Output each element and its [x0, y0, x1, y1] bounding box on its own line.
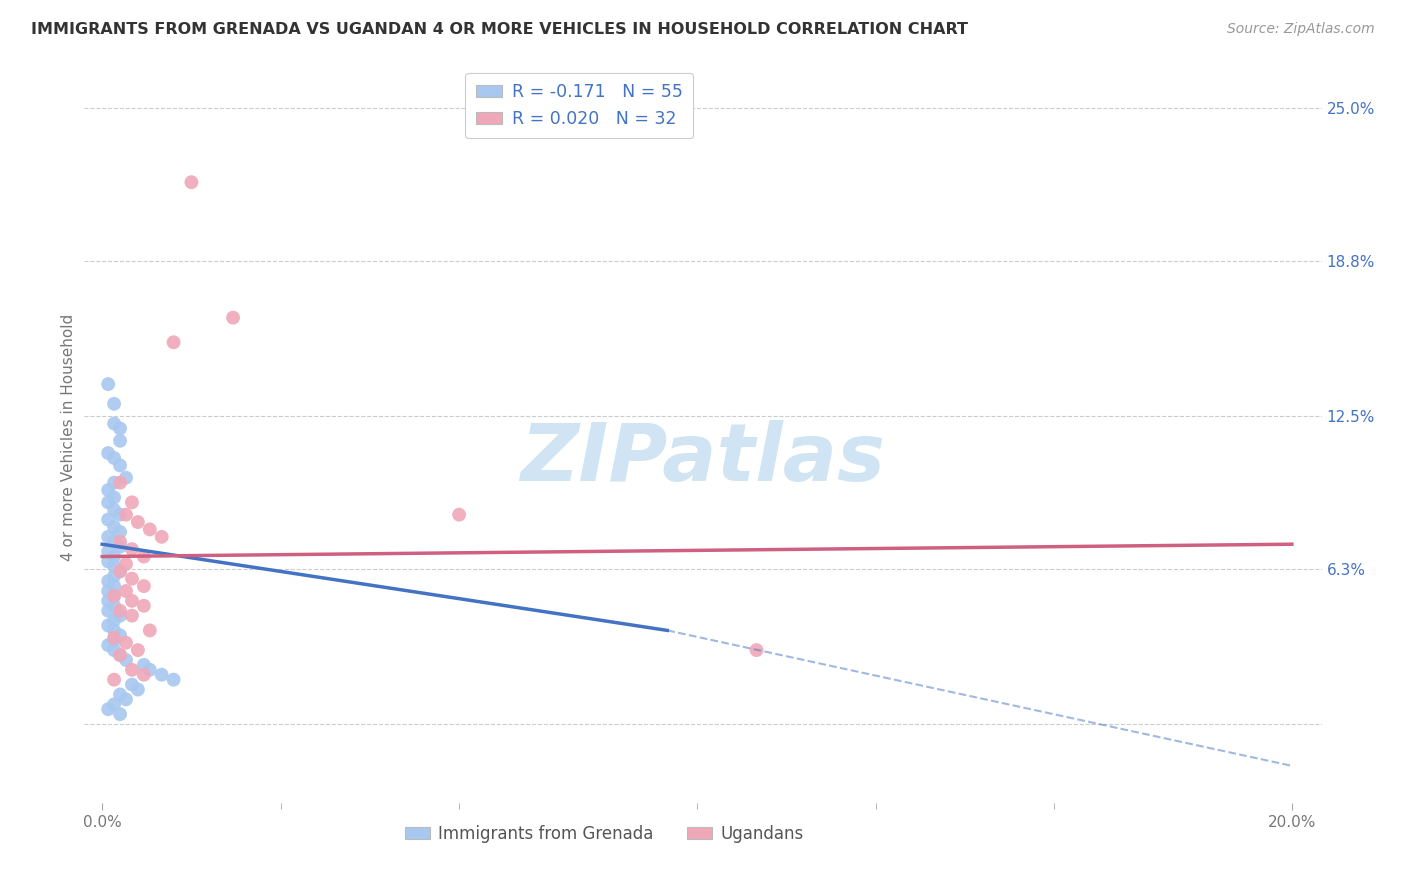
Point — [108, 508, 131, 522]
Point — [121, 608, 143, 623]
Point — [103, 534, 125, 549]
Point — [180, 175, 202, 189]
Point — [162, 673, 184, 687]
Point — [108, 458, 131, 473]
Point — [103, 631, 125, 645]
Point — [103, 475, 125, 490]
Point — [115, 653, 138, 667]
Point — [97, 530, 120, 544]
Point — [97, 377, 120, 392]
Point — [103, 599, 125, 613]
Text: IMMIGRANTS FROM GRENADA VS UGANDAN 4 OR MORE VEHICLES IN HOUSEHOLD CORRELATION C: IMMIGRANTS FROM GRENADA VS UGANDAN 4 OR … — [31, 22, 967, 37]
Point — [108, 534, 131, 549]
Point — [97, 574, 120, 589]
Point — [103, 491, 125, 505]
Point — [121, 495, 143, 509]
Point — [103, 579, 125, 593]
Point — [121, 594, 143, 608]
Point — [97, 483, 120, 497]
Point — [108, 648, 131, 662]
Point — [97, 604, 120, 618]
Point — [449, 508, 471, 522]
Point — [127, 682, 149, 697]
Point — [103, 624, 125, 638]
Point — [108, 421, 131, 435]
Point — [103, 589, 125, 603]
Point — [132, 549, 155, 564]
Point — [103, 614, 125, 628]
Point — [108, 564, 131, 578]
Point — [115, 584, 138, 599]
Point — [150, 667, 173, 681]
Point — [132, 579, 155, 593]
Point — [97, 512, 120, 526]
Point — [139, 663, 162, 677]
Point — [115, 692, 138, 706]
Point — [108, 608, 131, 623]
Point — [97, 638, 120, 652]
Point — [108, 628, 131, 642]
Point — [162, 335, 184, 350]
Point — [97, 544, 120, 558]
Legend: Immigrants from Grenada, Ugandans: Immigrants from Grenada, Ugandans — [398, 818, 810, 849]
Point — [150, 530, 173, 544]
Point — [132, 599, 155, 613]
Point — [115, 557, 138, 571]
Point — [121, 572, 143, 586]
Point — [108, 564, 131, 578]
Point — [103, 549, 125, 564]
Point — [103, 559, 125, 574]
Point — [97, 594, 120, 608]
Text: ZIPatlas: ZIPatlas — [520, 420, 886, 498]
Point — [108, 540, 131, 554]
Point — [132, 667, 155, 681]
Point — [115, 636, 138, 650]
Point — [108, 604, 131, 618]
Point — [103, 520, 125, 534]
Point — [103, 450, 125, 465]
Point — [103, 569, 125, 583]
Point — [108, 434, 131, 448]
Text: Source: ZipAtlas.com: Source: ZipAtlas.com — [1227, 22, 1375, 37]
Point — [108, 524, 131, 539]
Point — [103, 698, 125, 712]
Point — [108, 707, 131, 722]
Point — [121, 663, 143, 677]
Point — [139, 624, 162, 638]
Point — [103, 643, 125, 657]
Point — [127, 643, 149, 657]
Point — [103, 633, 125, 648]
Point — [108, 688, 131, 702]
Point — [121, 542, 143, 557]
Point — [97, 584, 120, 599]
Point — [108, 648, 131, 662]
Point — [97, 618, 120, 632]
Point — [97, 446, 120, 460]
Point — [97, 495, 120, 509]
Point — [115, 471, 138, 485]
Point — [103, 417, 125, 431]
Point — [97, 702, 120, 716]
Point — [745, 643, 768, 657]
Point — [108, 475, 131, 490]
Point — [97, 554, 120, 568]
Point — [139, 523, 162, 537]
Point — [103, 397, 125, 411]
Point — [103, 502, 125, 516]
Point — [222, 310, 245, 325]
Point — [127, 515, 149, 529]
Point — [121, 677, 143, 691]
Point — [115, 508, 138, 522]
Point — [132, 657, 155, 672]
Point — [103, 589, 125, 603]
Point — [103, 673, 125, 687]
Y-axis label: 4 or more Vehicles in Household: 4 or more Vehicles in Household — [60, 313, 76, 561]
